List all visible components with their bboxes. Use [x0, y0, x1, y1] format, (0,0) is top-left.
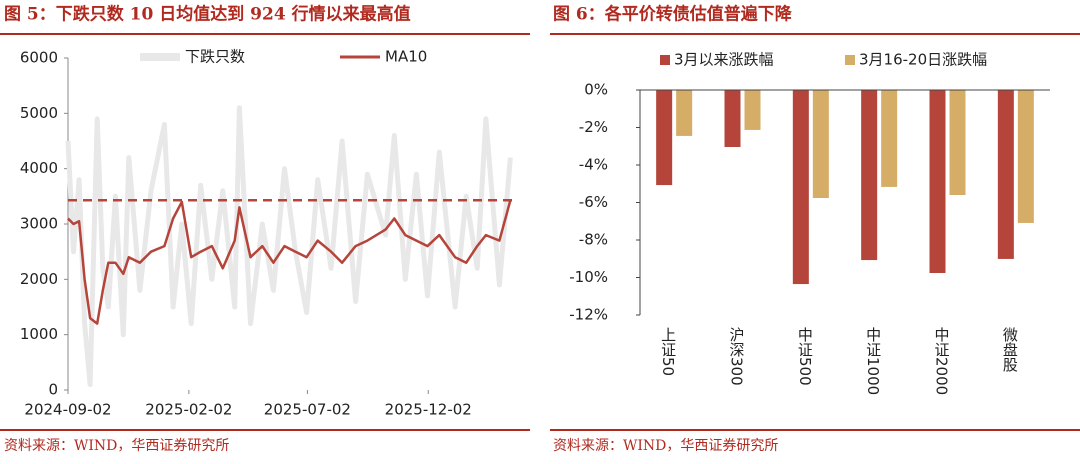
legend-label: 3月以来涨跌幅 [674, 51, 774, 69]
x-tick-label: 2025-12-02 [385, 401, 472, 419]
x-tick-label: 中证1000 [864, 327, 882, 395]
bar [724, 90, 741, 147]
bar [997, 90, 1014, 259]
bar [676, 90, 693, 136]
y-tick-label: -8% [579, 231, 608, 249]
legend-swatch [845, 55, 855, 65]
y-tick-label: -4% [579, 156, 608, 174]
y-tick-label: 4000 [20, 159, 58, 177]
bar [656, 90, 673, 186]
x-tick-label: 2025-07-02 [264, 401, 351, 419]
bar [929, 90, 946, 273]
bar [812, 90, 829, 198]
bar [1017, 90, 1034, 223]
y-tick-label: -10% [569, 268, 608, 286]
x-tick-label: 中证2000 [933, 327, 951, 395]
y-tick-label: 3000 [20, 215, 58, 233]
x-tick-label: 2025-02-02 [145, 401, 232, 419]
legend-swatch [660, 55, 670, 65]
bar [744, 90, 761, 130]
series-line [65, 105, 513, 387]
y-tick-label: 5000 [20, 104, 58, 122]
x-tick-label: 上证50 [659, 327, 677, 376]
bar [881, 90, 898, 187]
legend-label: MA10 [385, 48, 427, 66]
source: 资料来源：WIND，华西证券研究所 [553, 438, 778, 454]
y-tick-label: 2000 [20, 270, 58, 288]
y-tick-label: -12% [569, 306, 608, 324]
y-tick-label: -6% [579, 193, 608, 211]
legend-label: 3月16-20日涨跌幅 [859, 51, 987, 69]
bar [949, 90, 966, 195]
source: 资料来源：WIND，华西证券研究所 [4, 438, 229, 454]
x-tick-label: 中证500 [796, 327, 814, 386]
y-tick-label: 0 [48, 381, 58, 399]
x-tick-label: 2024-09-02 [24, 401, 111, 419]
y-tick-label: 1000 [20, 325, 58, 343]
x-tick-label: 沪深300 [728, 327, 746, 386]
legend-label: 下跌只数 [185, 48, 245, 66]
y-tick-label: 6000 [20, 49, 58, 67]
series-line [67, 199, 512, 325]
y-tick-label: 0% [584, 81, 608, 99]
y-tick-label: -2% [579, 118, 608, 136]
bar [861, 90, 878, 261]
bar [792, 90, 809, 285]
chart-title: 图 5：下跌只数 10 日均值达到 924 行情以来最高值 [4, 4, 411, 25]
chart-title: 图 6：各平价转债估值普遍下降 [553, 4, 793, 25]
x-tick-label: 微盘股 [1001, 327, 1019, 373]
